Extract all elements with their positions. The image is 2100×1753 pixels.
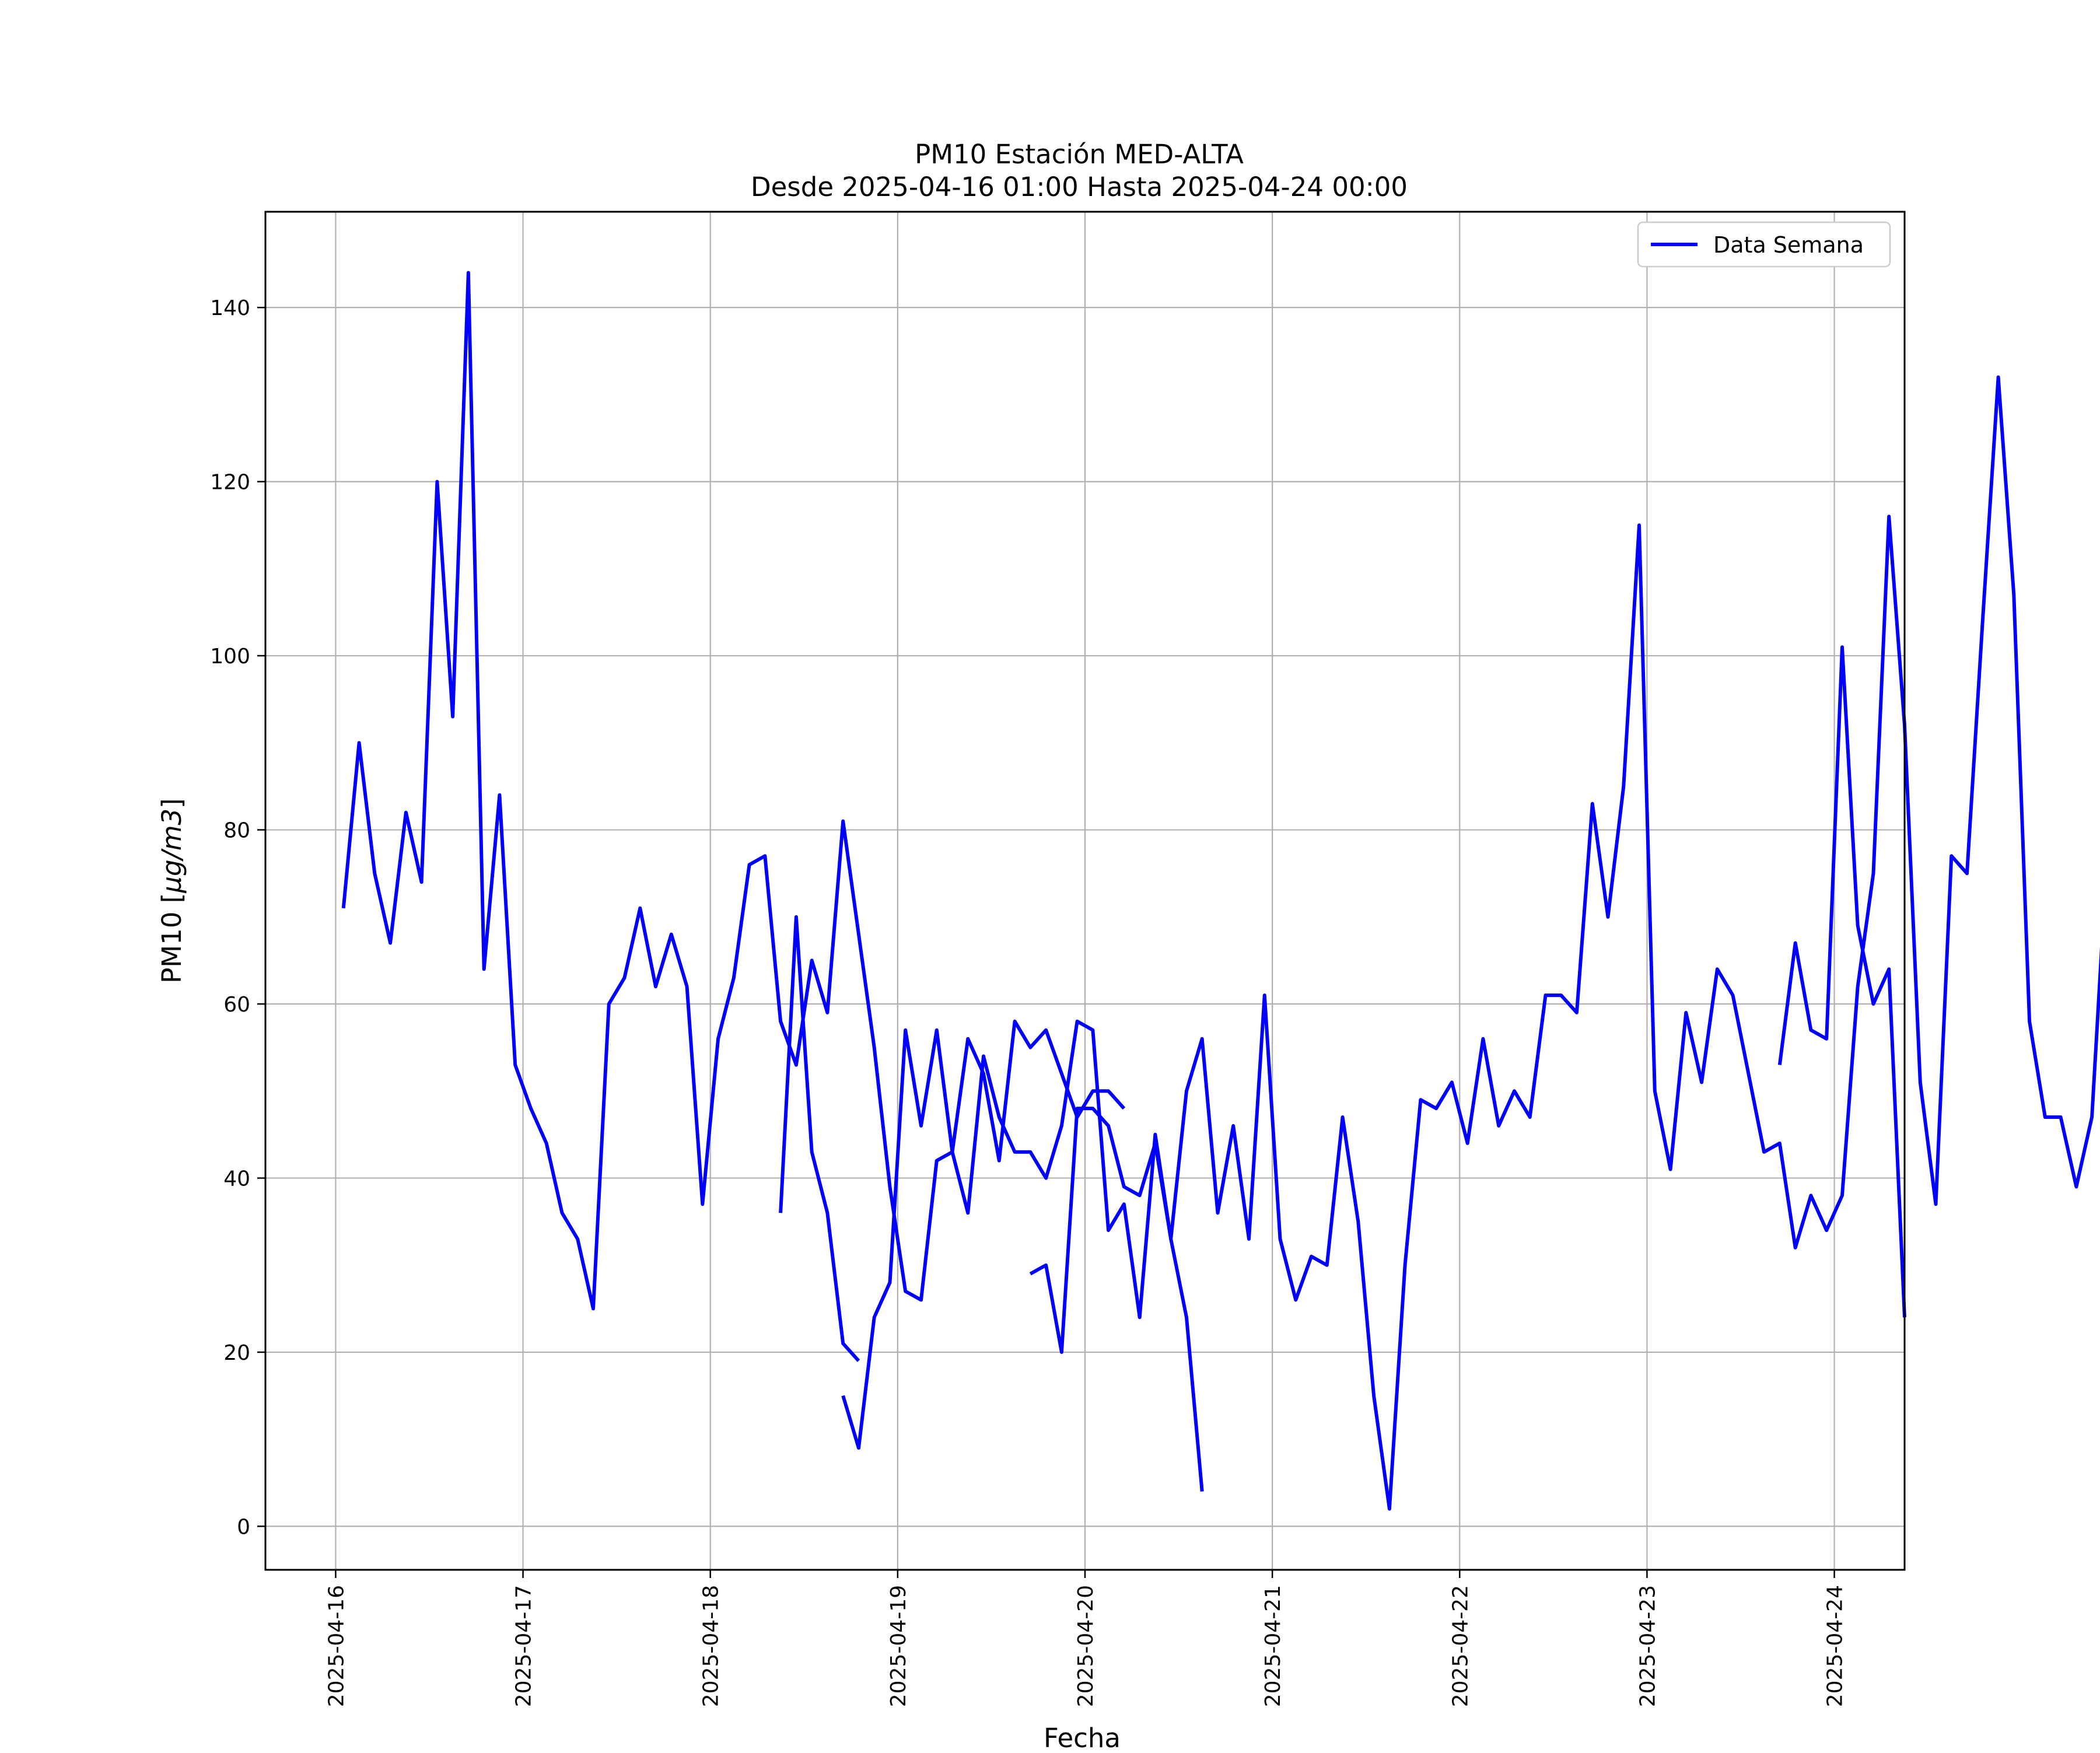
legend-label-data-semana: Data Semana [1713, 232, 1864, 258]
y-axis-label-unit: μg/m3 [156, 809, 187, 894]
series-line-segment-2 [779, 915, 860, 1362]
series-line-segment-3 [841, 1019, 1204, 1492]
x-tick-label-2025-04-18: 2025-04-18 [699, 1585, 723, 1707]
y-tick-label-140: 140 [210, 296, 250, 320]
x-tick-label-2025-04-23: 2025-04-23 [1636, 1585, 1660, 1707]
x-tick-label-2025-04-16: 2025-04-16 [324, 1585, 348, 1707]
y-axis-label: PM10 [μg/m3] [156, 798, 187, 983]
chart-title: PM10 Estación MED-ALTA [915, 139, 1244, 170]
legend: Data Semana [1637, 221, 1891, 268]
data-series-lines [341, 271, 2100, 1511]
grid-lines [265, 212, 1905, 1570]
x-tick-label-2025-04-19: 2025-04-19 [887, 1585, 911, 1707]
y-tick-label-20: 20 [223, 1341, 250, 1365]
chart-subtitle: Desde 2025-04-16 01:00 Hasta 2025-04-24 … [751, 172, 1408, 202]
x-tick-label-2025-04-24: 2025-04-24 [1824, 1585, 1847, 1707]
x-tick-label-2025-04-21: 2025-04-21 [1261, 1585, 1285, 1707]
legend-box [1637, 221, 1891, 268]
y-tick-label-60: 60 [223, 993, 250, 1017]
x-tick-label-2025-04-17: 2025-04-17 [512, 1585, 536, 1707]
y-axis-ticks: 0 20 40 60 80 100 120 140 [210, 296, 265, 1539]
y-tick-label-100: 100 [210, 645, 250, 669]
y-tick-label-80: 80 [223, 819, 250, 843]
x-axis-label: Fecha [1044, 1723, 1121, 1750]
series-line-segment-4 [1029, 375, 2100, 1511]
y-tick-label-120: 120 [210, 471, 250, 495]
x-tick-label-2025-04-22: 2025-04-22 [1448, 1585, 1472, 1707]
y-axis-label-suffix: ] [156, 798, 187, 809]
series-line-segment-1 [341, 271, 1126, 1311]
y-tick-label-40: 40 [223, 1167, 250, 1191]
y-tick-label-0: 0 [237, 1515, 250, 1539]
x-axis-ticks: 2025-04-16 2025-04-17 2025-04-18 2025-04-19… [324, 1570, 1847, 1707]
series-line-segment-5 [1777, 645, 1906, 1318]
x-tick-label-2025-04-20: 2025-04-20 [1074, 1585, 1098, 1707]
y-axis-label-prefix: PM10 [ [156, 893, 187, 984]
